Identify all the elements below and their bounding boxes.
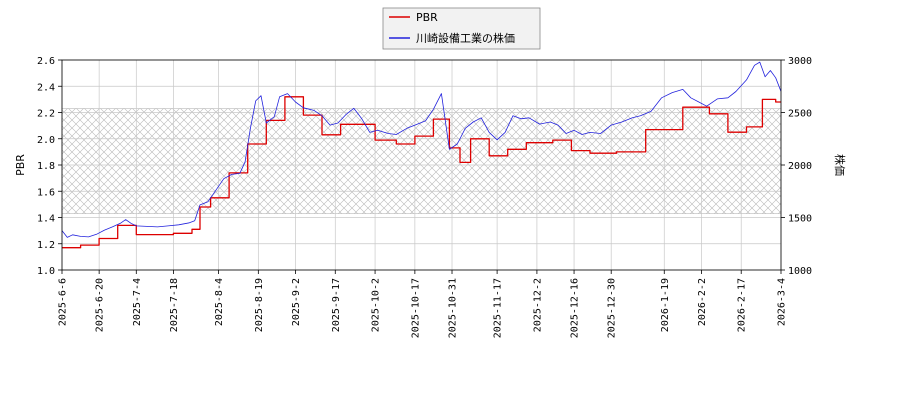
- left-tick-label: 1.0: [37, 266, 55, 277]
- x-tick-label: 2025-12-2: [532, 278, 543, 332]
- x-tick-label: 2025-11-17: [493, 278, 504, 338]
- right-tick-label: 1500: [788, 214, 812, 225]
- range-band: [61, 108, 782, 214]
- legend: PBR 川崎設備工業の株価: [382, 7, 541, 50]
- x-tick-label: 2026-2-2: [697, 278, 708, 326]
- legend-pbr-label: PBR: [416, 11, 438, 24]
- left-tick-label: 2.2: [37, 109, 55, 120]
- x-tick-label: 2025-10-17: [410, 278, 421, 338]
- stock-price-series-line: [62, 61, 781, 238]
- x-tick-label: 2025-10-31: [448, 278, 459, 338]
- x-tick-label: 2026-3-4: [777, 278, 788, 326]
- x-tick-label: 2025-8-19: [254, 278, 265, 332]
- left-tick-label: 1.8: [37, 161, 55, 172]
- x-tick-label: 2025-6-20: [95, 278, 106, 332]
- right-tick-label: 2000: [788, 161, 812, 172]
- left-tick-label: 2.4: [37, 82, 55, 93]
- x-tick-label: 2026-1-19: [660, 278, 671, 332]
- right-tick-label: 1000: [788, 266, 812, 277]
- left-tick-label: 2.0: [37, 135, 55, 146]
- legend-box: [382, 7, 541, 50]
- x-tick-label: 2025-12-16: [570, 278, 581, 338]
- left-tick-label: 1.4: [37, 214, 55, 225]
- x-tick-label: 2025-8-4: [214, 278, 225, 326]
- x-tick-label: 2025-6-6: [58, 278, 69, 326]
- x-tick-label: 2025-9-2: [291, 278, 302, 326]
- x-axis-ticks: 2025-6-6 2025-6-20 2025-7-4 2025-7-18 2025-8…: [58, 270, 788, 338]
- right-axis-label: 株価: [833, 154, 847, 176]
- series-lines: [62, 61, 781, 249]
- left-tick-label: 2.6: [37, 56, 55, 67]
- x-tick-label: 2025-9-17: [331, 278, 342, 332]
- x-tick-label: 2025-7-4: [132, 278, 143, 326]
- left-tick-label: 1.2: [37, 240, 55, 251]
- right-tick-label: 3000: [788, 56, 812, 67]
- right-tick-label: 2500: [788, 109, 812, 120]
- left-tick-label: 1.6: [37, 187, 55, 198]
- x-tick-label: 2025-10-2: [371, 278, 382, 332]
- left-axis-label: PBR: [14, 154, 27, 176]
- pbr-series-line: [62, 96, 781, 249]
- x-tick-label: 2025-7-18: [169, 278, 180, 332]
- x-tick-label: 2025-12-30: [607, 278, 618, 338]
- legend-price-label: 川崎設備工業の株価: [416, 31, 515, 45]
- left-axis-ticks: 1.0 1.2 1.4 1.6 1.8 2.0 2.2 2.4 2.6: [37, 56, 62, 277]
- right-axis-ticks: 1000 1500 2000 2500 3000: [781, 56, 812, 277]
- x-tick-label: 2026-2-17: [737, 278, 748, 332]
